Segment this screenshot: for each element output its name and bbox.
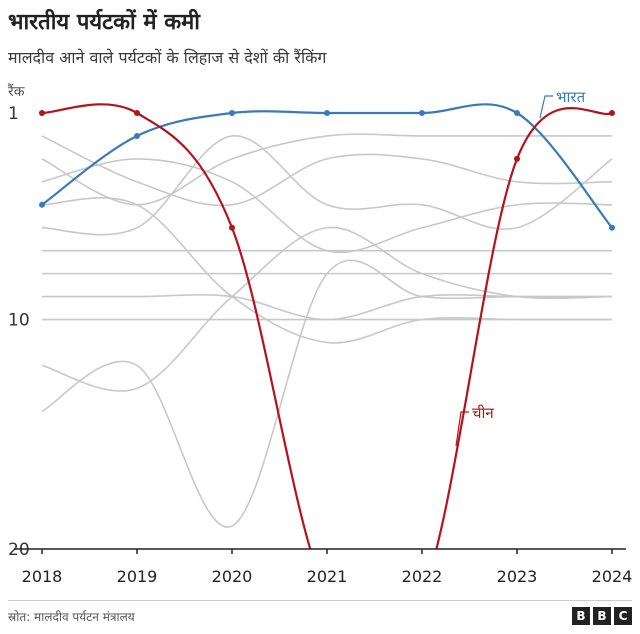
india-point [324, 110, 330, 116]
x-tick-label: 2020 [212, 567, 253, 586]
india-point [419, 110, 425, 116]
india-point [609, 224, 615, 231]
china-point [229, 224, 235, 231]
bbc-logo: B B C [572, 607, 632, 625]
other-country-line [41, 259, 612, 528]
other-country-line [41, 133, 612, 206]
china-label-leader [455, 411, 469, 447]
source-note: स्रोत: मालदीव पर्यटन मंत्रालय [8, 610, 135, 624]
india-point [229, 110, 235, 116]
y-tick-label: 20 [8, 540, 30, 560]
x-tick-label: 2018 [22, 567, 63, 586]
china-point [514, 155, 520, 162]
other-country-line [41, 135, 613, 207]
bbc-logo-letter: B [572, 607, 590, 625]
page-subtitle: मालदीव आने वाले पर्यटकों के लिहाज से देश… [8, 48, 327, 67]
china-line [41, 103, 613, 549]
y-tick-label: 10 [8, 311, 30, 331]
india-point [39, 201, 45, 208]
other-country-line [41, 135, 613, 236]
india-line [41, 103, 613, 229]
other-country-line [42, 294, 612, 321]
china-series-label: चीन [472, 404, 494, 422]
page-title: भारतीय पर्यटकों में कमी [8, 10, 200, 35]
x-tick-label: 2019 [117, 567, 158, 586]
india-label-leader [539, 95, 553, 119]
india-point [514, 110, 520, 116]
x-tick-label: 2023 [497, 567, 538, 586]
china-point [609, 110, 615, 116]
x-tick-label: 2024 [592, 567, 633, 586]
india-series-label: भारत [556, 88, 586, 106]
bbc-logo-letter: C [614, 607, 632, 625]
other-country-line [41, 226, 613, 392]
footer-divider [8, 600, 632, 601]
rank-line-chart: रैंक 1 10 20 भारत चीन 2018 2019 2020 2021 2022 2023… [8, 83, 633, 586]
other-country-line [41, 197, 612, 344]
series-group [39, 103, 615, 549]
y-axis-label: रैंक [8, 83, 25, 100]
china-point [39, 110, 45, 116]
bbc-logo-letter: B [593, 607, 611, 625]
x-tick-label: 2021 [307, 567, 348, 586]
india-point [134, 132, 140, 139]
x-tick-label: 2022 [402, 567, 443, 586]
china-point [134, 110, 140, 116]
y-tick-label: 1 [8, 104, 19, 124]
